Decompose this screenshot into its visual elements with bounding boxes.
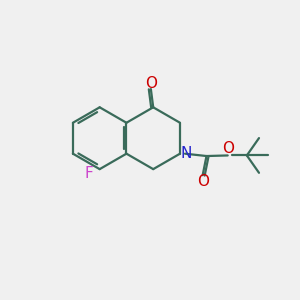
Text: N: N bbox=[181, 146, 192, 160]
Text: F: F bbox=[84, 166, 93, 181]
Text: O: O bbox=[145, 76, 157, 91]
Text: O: O bbox=[222, 142, 234, 157]
Text: O: O bbox=[197, 174, 209, 189]
